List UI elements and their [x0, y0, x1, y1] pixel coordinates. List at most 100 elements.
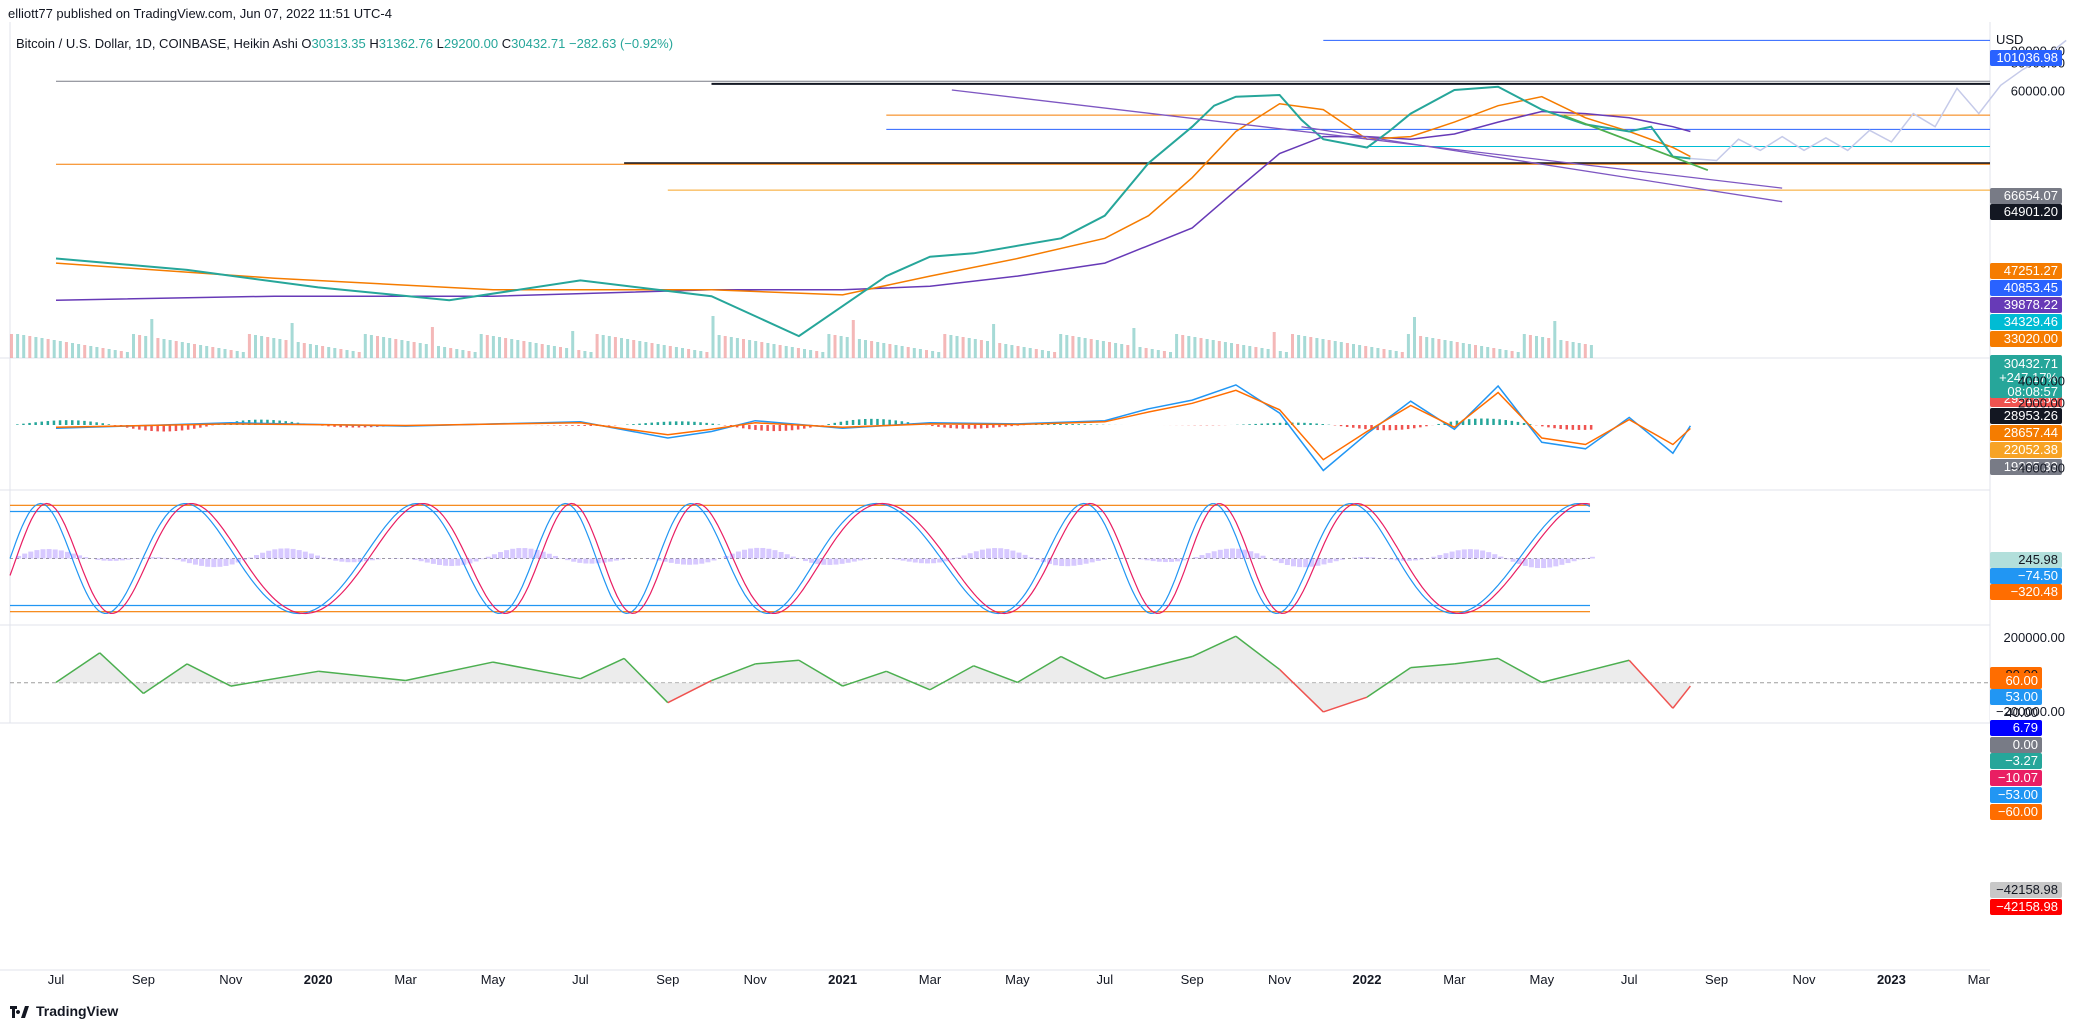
- stoch-histogram-bar: [925, 558, 930, 564]
- stoch-histogram-bar: [961, 555, 967, 559]
- stoch-histogram-bar: [1193, 557, 1199, 559]
- macd-histogram-bar: [857, 419, 861, 425]
- volume-bar: [424, 344, 428, 358]
- stoch-histogram-bar: [760, 547, 766, 559]
- volume-bar: [10, 334, 13, 358]
- stoch-histogram-bar: [540, 551, 546, 559]
- stoch-histogram-bar: [1150, 558, 1156, 562]
- volume-bar: [1486, 347, 1490, 358]
- price-label-text: 64901.20: [2004, 204, 2058, 219]
- volume-bar: [229, 350, 233, 358]
- macd-histogram-bar: [955, 425, 958, 429]
- osc-segment: [1585, 659, 1630, 673]
- macd-histogram-bar: [1382, 425, 1385, 431]
- stoch-histogram-bar: [46, 549, 52, 559]
- volume-bar: [1028, 348, 1032, 358]
- macd-histogram-bar: [156, 425, 159, 432]
- macd-histogram-bar: [1309, 423, 1312, 425]
- volume-bar: [992, 324, 996, 358]
- stoch-histogram-bar: [601, 558, 607, 563]
- stoch-histogram-bar: [1077, 558, 1083, 565]
- macd-histogram-bar: [52, 420, 56, 425]
- osc-segment: [623, 657, 669, 704]
- macd-histogram-bar: [357, 425, 361, 428]
- stoch-histogram-bar: [1199, 555, 1205, 559]
- volume-bar: [1589, 345, 1593, 358]
- volume-bar: [559, 347, 562, 358]
- stoch-histogram-bar: [491, 554, 497, 559]
- volume-bar: [95, 347, 99, 358]
- stoch-histogram-bar: [1431, 556, 1437, 559]
- stoch-value-box: [1990, 753, 2042, 769]
- stoch-histogram-bar: [1474, 549, 1479, 559]
- stoch-histogram-bar: [1181, 558, 1187, 561]
- volume-bar: [193, 344, 196, 358]
- price-label-box: [1990, 425, 2062, 441]
- projection-path: [1690, 39, 2067, 162]
- stoch-histogram-bar: [979, 549, 985, 559]
- volume-bar: [1455, 342, 1459, 358]
- tradingview-brand: TradingView: [36, 1003, 119, 1019]
- volume-bar: [1553, 321, 1557, 358]
- macd-histogram-bar: [260, 419, 263, 425]
- macd-histogram-bar: [1260, 423, 1263, 425]
- stoch-value-text: 60.00: [2005, 673, 2038, 688]
- macd-histogram-bar: [833, 422, 836, 425]
- macd-histogram-bar: [638, 423, 641, 425]
- macd-histogram-bar: [1419, 425, 1422, 428]
- stoch-histogram-bar: [1352, 557, 1357, 559]
- volume-bar: [1510, 351, 1514, 358]
- volume-bar: [577, 350, 581, 358]
- volume-bar: [1150, 349, 1154, 358]
- volume-bar: [894, 345, 898, 358]
- volume-bar: [601, 335, 605, 358]
- osc-segment: [186, 663, 232, 687]
- stoch-histogram-bar: [552, 555, 558, 559]
- stoch-histogram-bar: [479, 558, 485, 560]
- macd-histogram-bar: [1541, 425, 1544, 427]
- volume-bar: [967, 338, 971, 358]
- osc-value-box: [1990, 882, 2062, 898]
- volume-bar: [217, 348, 221, 358]
- volume-bar: [485, 335, 489, 358]
- tradingview-logo[interactable]: TradingView: [10, 1003, 118, 1019]
- volume-bar: [772, 344, 776, 358]
- stoch-histogram-bar: [430, 558, 436, 564]
- macd-histogram-bar: [1553, 425, 1556, 429]
- macd-histogram-bar: [931, 425, 934, 427]
- macd-histogram-bar: [1047, 424, 1050, 425]
- volume-bar: [1236, 344, 1240, 358]
- stoch-histogram-bar: [1205, 553, 1211, 559]
- volume-bar: [357, 352, 361, 358]
- stoch-histogram-bar: [241, 558, 247, 561]
- volume-bar: [803, 349, 806, 358]
- stoch-histogram-bar: [1236, 548, 1242, 559]
- stoch-histogram-bar: [144, 557, 150, 559]
- volume-bar: [473, 352, 477, 358]
- stoch-histogram-bar: [199, 558, 205, 566]
- stoch-histogram-bar: [1071, 558, 1077, 566]
- volume-bar: [717, 335, 721, 358]
- stoch-histogram-bar: [662, 558, 668, 562]
- macd-histogram-bar: [174, 425, 178, 432]
- stoch-histogram-bar: [681, 558, 686, 565]
- macd-histogram-bar: [1547, 425, 1550, 428]
- volume-bar: [71, 343, 74, 358]
- price-label-box: [1990, 280, 2062, 296]
- price-label-text: 66654.07: [2004, 188, 2058, 203]
- macd-histogram-bar: [839, 421, 843, 425]
- time-axis-tick: Sep: [1181, 972, 1204, 987]
- symbol-title[interactable]: Bitcoin / U.S. Dollar, 1D, COINBASE, Hei…: [16, 36, 298, 51]
- stoch-histogram-bar: [1278, 558, 1284, 564]
- stoch-value-text: −60.00: [1998, 804, 2038, 819]
- volume-bar: [583, 351, 587, 358]
- stoch-histogram-bar: [424, 558, 430, 563]
- volume-bar: [742, 339, 745, 358]
- macd-histogram-bar: [632, 424, 635, 425]
- volume-bar: [1498, 349, 1502, 358]
- macd-histogram-bar: [186, 425, 190, 430]
- macd-histogram-bar: [1571, 425, 1575, 430]
- macd-histogram-bar: [162, 425, 165, 432]
- volume-bar: [22, 335, 26, 358]
